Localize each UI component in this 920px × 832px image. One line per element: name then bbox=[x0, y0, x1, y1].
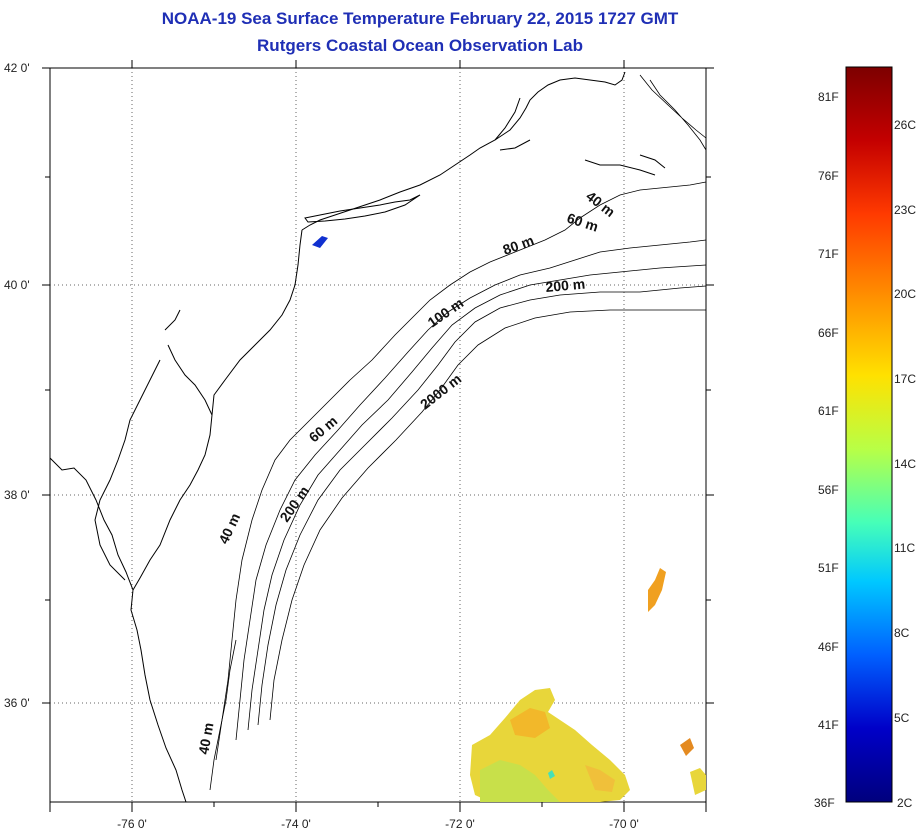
colorbar bbox=[845, 66, 893, 803]
colorbar-c-label: 11C bbox=[894, 541, 916, 555]
chesapeake-bay bbox=[94, 309, 213, 581]
graticule bbox=[50, 68, 706, 802]
lat-label: 40 0' bbox=[4, 278, 30, 292]
axis-ticks bbox=[42, 60, 714, 812]
lon-label: -74 0' bbox=[281, 817, 311, 831]
lon-label: -76 0' bbox=[117, 817, 147, 831]
cape-cod bbox=[494, 97, 666, 176]
isobaths bbox=[209, 74, 707, 791]
colorbar-f-label: 76F bbox=[818, 169, 839, 183]
colorbar-f-label: 81F bbox=[818, 90, 839, 104]
colorbar-c-label: 14C bbox=[894, 457, 917, 471]
depth-label: 40 m bbox=[195, 721, 216, 755]
map-subtitle: Rutgers Coastal Ocean Observation Lab bbox=[257, 36, 583, 55]
lon-label: -70 0' bbox=[609, 817, 639, 831]
lat-label: 36 0' bbox=[4, 696, 30, 710]
colorbar-c-label: 20C bbox=[894, 287, 917, 301]
colorbar-c-label: 23C bbox=[894, 203, 917, 217]
colorbar-f-label: 46F bbox=[818, 640, 839, 654]
depth-label: 200 m bbox=[545, 276, 586, 295]
lat-label: 38 0' bbox=[4, 488, 30, 502]
sst-data-patches bbox=[312, 236, 706, 802]
colorbar-c-label: 17C bbox=[894, 372, 917, 386]
colorbar-c-label: 26C bbox=[894, 118, 917, 132]
long-island bbox=[304, 194, 421, 223]
map-title: NOAA-19 Sea Surface Temperature February… bbox=[161, 9, 679, 28]
colorbar-f-label: 61F bbox=[818, 404, 839, 418]
colorbar-f-label: 71F bbox=[818, 247, 839, 261]
colorbar-f-label: 56F bbox=[818, 483, 839, 497]
lon-label: -72 0' bbox=[445, 817, 475, 831]
colorbar-c-label: 8C bbox=[894, 626, 910, 640]
colorbar-f-label: 41F bbox=[818, 718, 839, 732]
colorbar-c-label: 2C bbox=[897, 796, 913, 810]
colorbar-f-label: 36F bbox=[814, 796, 835, 810]
colorbar-f-label: 51F bbox=[818, 561, 839, 575]
map-frame bbox=[49, 67, 707, 803]
colorbar-c-label: 5C bbox=[894, 711, 910, 725]
lat-label: 42 0' bbox=[4, 61, 30, 75]
colorbar-f-label: 66F bbox=[818, 326, 839, 340]
